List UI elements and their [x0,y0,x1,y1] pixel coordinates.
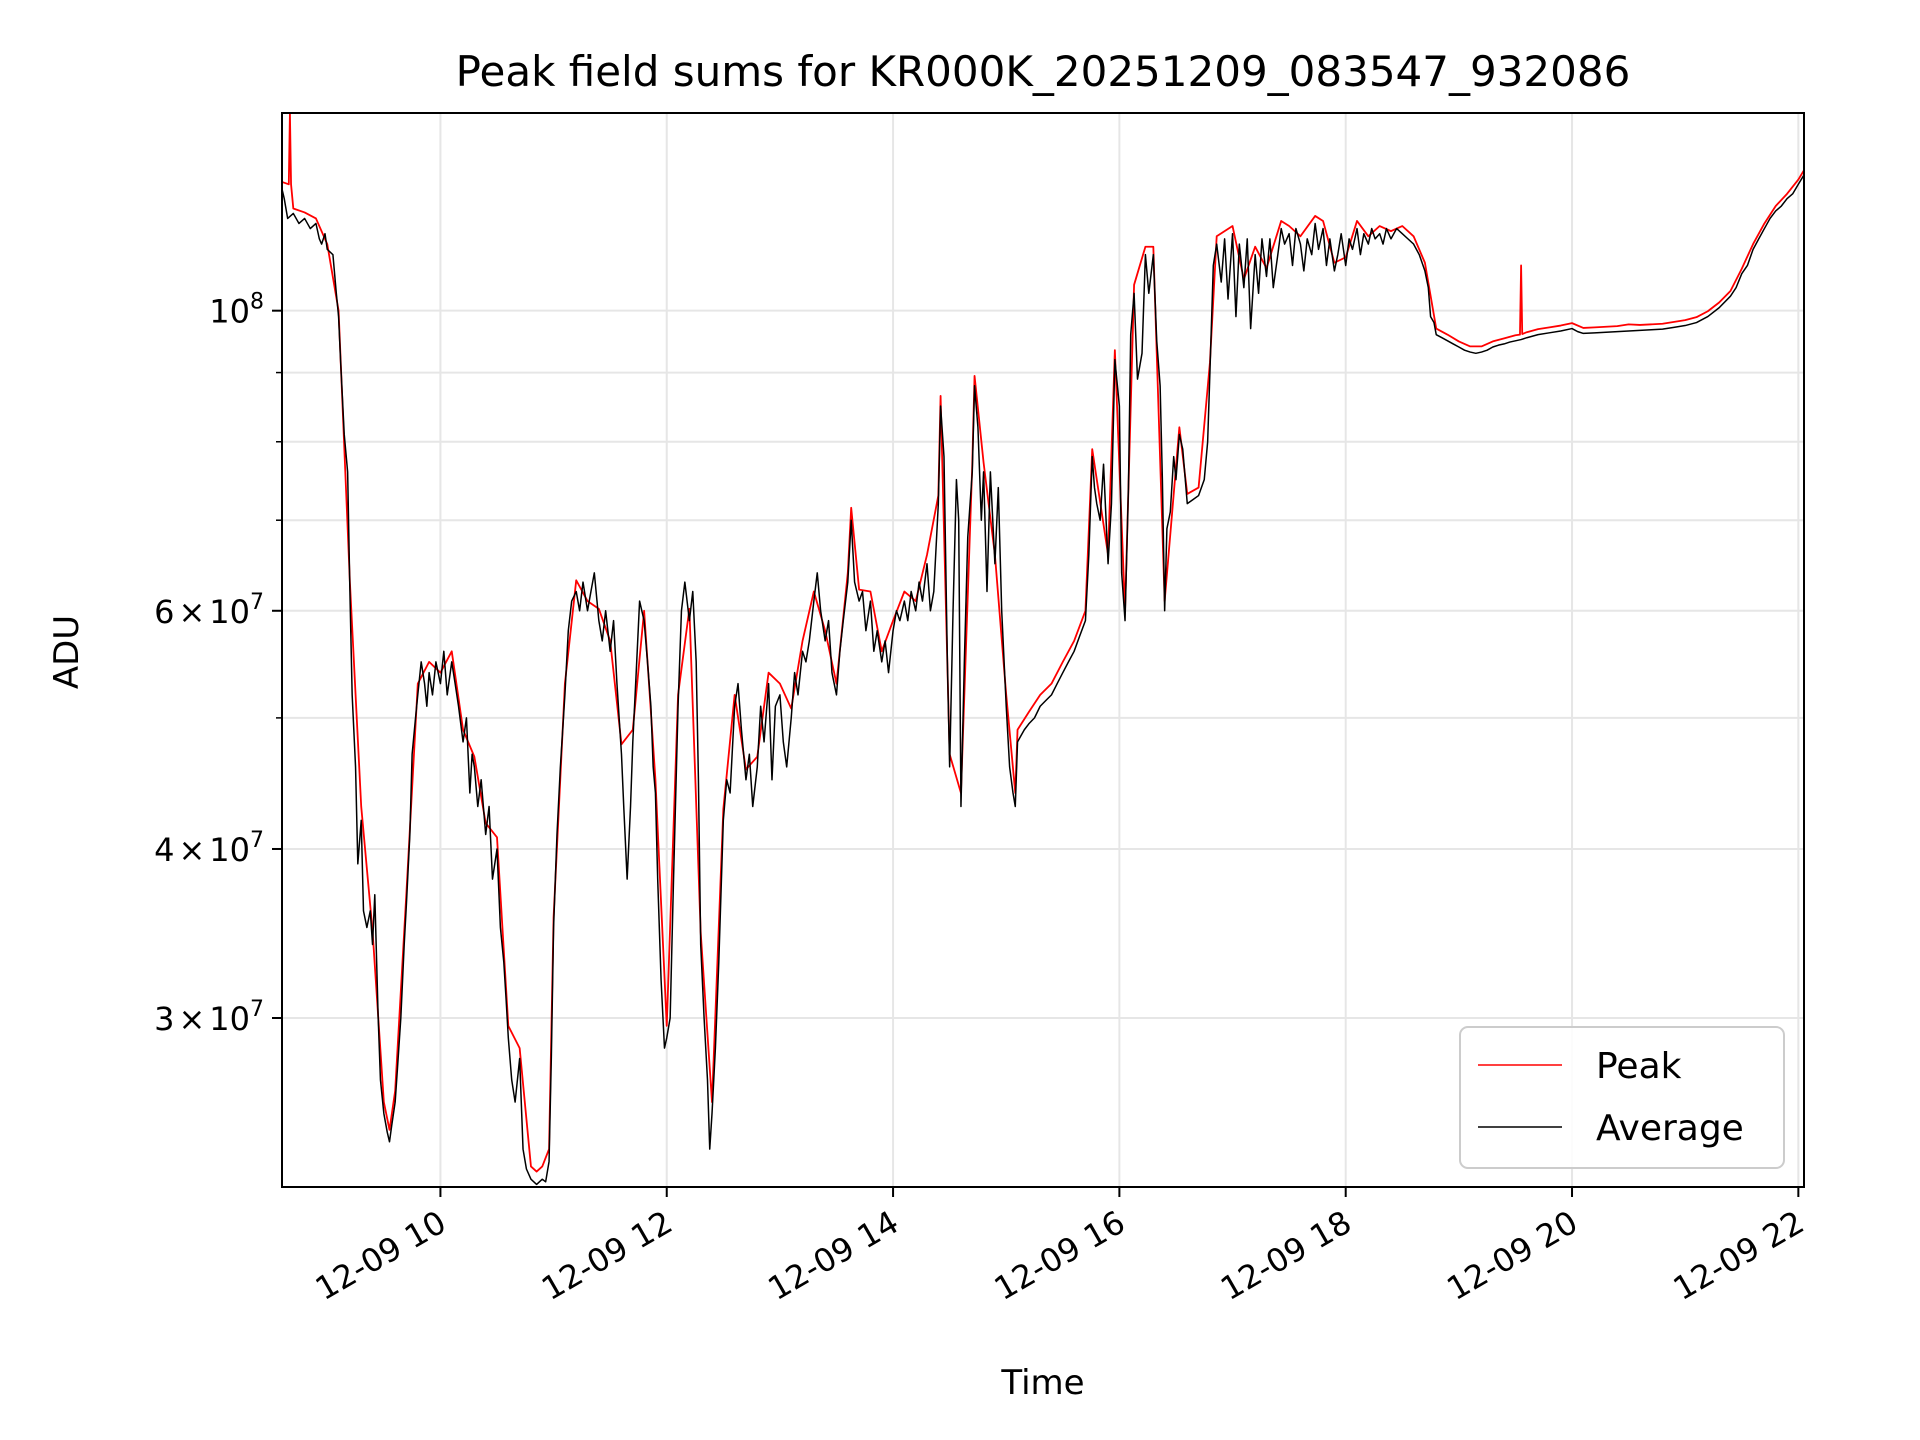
y-tick-exponent: 7 [250,828,264,853]
y-tick-times: × [178,593,205,631]
y-tick-mantissa: 4 [154,831,174,869]
y-tick-label: 4 × 107 [154,828,264,869]
grid-lines [282,113,1804,1187]
series-line-average [282,174,1804,1186]
legend-label-average: Average [1596,1108,1744,1149]
y-tick-times: × [178,1000,205,1038]
y-tick-mantissa: 6 [154,593,174,631]
x-axis-label: Time [1000,1363,1084,1403]
legend: Peak Average [1459,1026,1785,1169]
chart-title: Peak field sums for KR000K_20251209_0835… [456,47,1631,96]
series-layer [282,113,1804,1186]
y-tick-label: 108 [209,290,264,331]
y-tick-base: 10 [209,593,250,631]
y-tick-base: 10 [209,831,250,869]
y-tick-exponent: 7 [250,590,264,615]
y-tick-base: 10 [209,293,250,331]
y-tick-label: 3 × 107 [154,997,264,1038]
y-tick-exponent: 7 [250,997,264,1022]
y-tick-label: 6 × 107 [154,590,264,631]
plot-frame [281,112,1805,1188]
legend-label-peak: Peak [1596,1046,1682,1087]
y-tick-base: 10 [209,1000,250,1038]
y-tick-exponent: 8 [250,290,264,315]
legend-box [1459,1026,1785,1169]
y-axis-label: ADU [47,615,87,689]
y-tick-times: × [178,831,205,869]
y-tick-mantissa: 3 [154,1000,174,1038]
